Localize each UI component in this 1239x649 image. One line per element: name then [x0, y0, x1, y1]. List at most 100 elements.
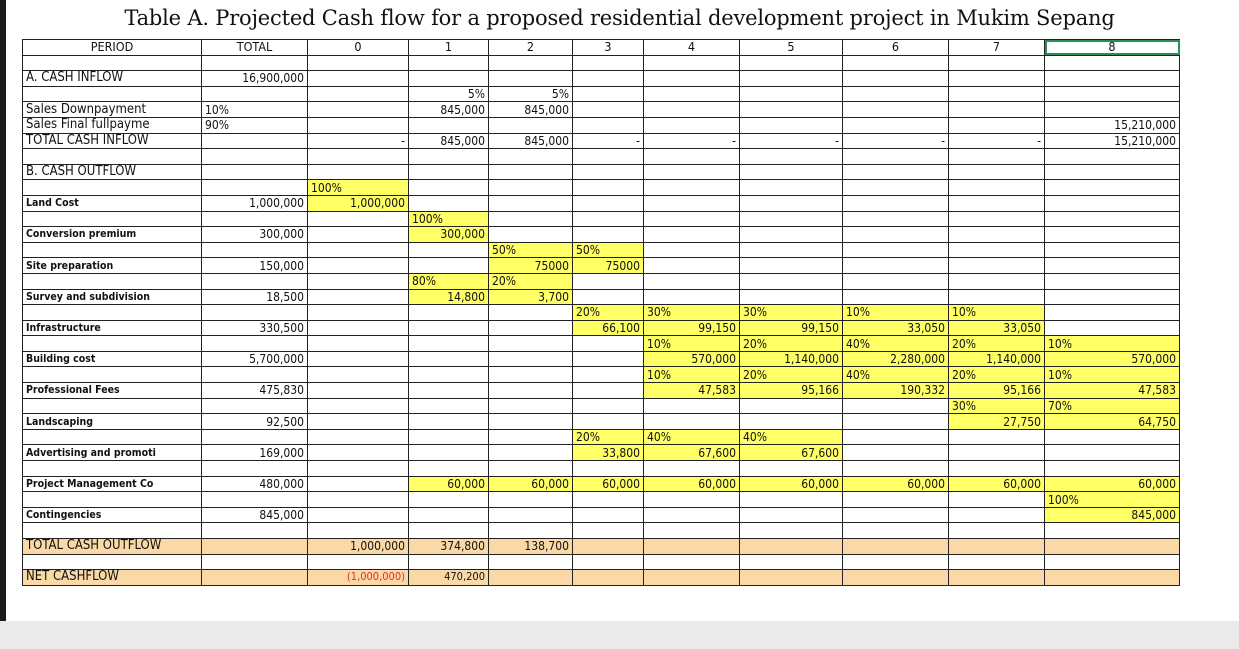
cell-p2[interactable]: [488, 382, 573, 399]
cell-p7[interactable]: 60,000: [948, 475, 1045, 493]
cell-p6[interactable]: [842, 413, 949, 430]
cell-p5[interactable]: 20%: [739, 366, 843, 384]
cell-total[interactable]: 1,000,000: [201, 194, 308, 212]
cell-p5[interactable]: [739, 257, 843, 274]
cell-p6[interactable]: 33,050: [842, 319, 949, 337]
cell-p4[interactable]: -: [643, 132, 740, 150]
cell-total[interactable]: [201, 132, 308, 150]
cell-p5[interactable]: [739, 397, 843, 415]
cell-period[interactable]: Advertising and promoti: [22, 444, 202, 462]
cell-p7[interactable]: [948, 444, 1045, 462]
cell-p1[interactable]: [408, 241, 489, 259]
cell-p5[interactable]: 67,600: [739, 444, 843, 462]
cell-p4[interactable]: 10%: [643, 335, 740, 352]
cell-p0[interactable]: [307, 413, 409, 430]
cell-p2[interactable]: [488, 350, 573, 368]
cell-period[interactable]: [22, 241, 202, 259]
cell-total[interactable]: 10%: [201, 101, 308, 118]
cell-p8[interactable]: 10%: [1044, 335, 1180, 352]
cell-p1[interactable]: 845,000: [408, 132, 489, 150]
cell-p7[interactable]: [948, 241, 1045, 259]
cell-p6[interactable]: [842, 148, 949, 165]
cell-p3[interactable]: [572, 116, 644, 134]
cell-p2[interactable]: 845,000: [488, 101, 573, 118]
cell-period[interactable]: [22, 210, 202, 228]
cell-total[interactable]: [201, 241, 308, 259]
cell-period[interactable]: Sales Downpayment: [22, 101, 202, 118]
cell-p2[interactable]: [488, 163, 573, 181]
cell-p6[interactable]: 190,332: [842, 382, 949, 399]
cell-p5[interactable]: [739, 54, 843, 72]
cell-p4[interactable]: 30%: [643, 304, 740, 321]
cell-p6[interactable]: [842, 241, 949, 259]
cell-p8[interactable]: [1044, 194, 1180, 212]
cell-p8[interactable]: [1044, 54, 1180, 72]
cell-period[interactable]: A. CASH INFLOW: [22, 70, 202, 87]
cell-p0[interactable]: [307, 491, 409, 508]
cell-p5[interactable]: [739, 194, 843, 212]
cell-p2[interactable]: [488, 210, 573, 228]
cell-p8[interactable]: 70%: [1044, 397, 1180, 415]
cell-period[interactable]: [22, 335, 202, 352]
cell-p1[interactable]: 845,000: [408, 101, 489, 118]
cell-p8[interactable]: [1044, 522, 1180, 539]
cell-p3[interactable]: [572, 366, 644, 384]
cell-total[interactable]: [201, 163, 308, 181]
cell-p1[interactable]: [408, 179, 489, 196]
cell-p7[interactable]: [948, 522, 1045, 539]
cell-p1[interactable]: [408, 194, 489, 212]
cell-period[interactable]: NET CASHFLOW: [22, 569, 202, 586]
cell-period[interactable]: [22, 179, 202, 196]
cell-p4[interactable]: [643, 538, 740, 555]
cell-p0[interactable]: [307, 506, 409, 524]
cell-p8[interactable]: [1044, 304, 1180, 321]
cell-period[interactable]: Survey and subdivision: [22, 288, 202, 306]
cell-total[interactable]: 845,000: [201, 506, 308, 524]
cell-p8[interactable]: [1044, 288, 1180, 306]
cell-p6[interactable]: [842, 428, 949, 446]
cell-p1[interactable]: [408, 397, 489, 415]
cell-p0[interactable]: 1,000,000: [307, 194, 409, 212]
cell-p2[interactable]: 845,000: [488, 132, 573, 150]
cell-p3[interactable]: [572, 101, 644, 118]
header-p2[interactable]: 2: [488, 39, 573, 56]
cell-p7[interactable]: 1,140,000: [948, 350, 1045, 368]
cell-period[interactable]: Building cost: [22, 350, 202, 368]
cell-p3[interactable]: 75000: [572, 257, 644, 274]
header-p7[interactable]: 7: [948, 39, 1045, 56]
cell-p5[interactable]: [739, 163, 843, 181]
cell-p3[interactable]: 60,000: [572, 475, 644, 493]
cell-p4[interactable]: [643, 101, 740, 118]
cell-p8[interactable]: [1044, 538, 1180, 555]
cell-p6[interactable]: 60,000: [842, 475, 949, 493]
cell-p7[interactable]: [948, 257, 1045, 274]
cell-p8[interactable]: [1044, 85, 1180, 103]
header-total[interactable]: TOTAL: [201, 39, 308, 56]
cell-p0[interactable]: [307, 101, 409, 118]
cell-p1[interactable]: 60,000: [408, 475, 489, 493]
cell-p4[interactable]: [643, 85, 740, 103]
cell-p4[interactable]: 67,600: [643, 444, 740, 462]
cell-p8[interactable]: 845,000: [1044, 506, 1180, 524]
cell-p1[interactable]: [408, 116, 489, 134]
cell-p5[interactable]: [739, 210, 843, 228]
cell-period[interactable]: [22, 272, 202, 290]
cell-p7[interactable]: 20%: [948, 335, 1045, 352]
cell-p2[interactable]: [488, 304, 573, 321]
cell-p6[interactable]: [842, 272, 949, 290]
cell-p3[interactable]: [572, 491, 644, 508]
cell-p4[interactable]: [643, 413, 740, 430]
cell-p0[interactable]: [307, 382, 409, 399]
cell-p2[interactable]: [488, 319, 573, 337]
cell-period[interactable]: [22, 304, 202, 321]
cell-p6[interactable]: [842, 522, 949, 539]
cell-period[interactable]: [22, 85, 202, 103]
cell-p4[interactable]: [643, 288, 740, 306]
cell-period[interactable]: Land Cost: [22, 194, 202, 212]
cell-p3[interactable]: [572, 272, 644, 290]
cell-total[interactable]: 92,500: [201, 413, 308, 430]
cell-total[interactable]: 169,000: [201, 444, 308, 462]
cell-p0[interactable]: [307, 272, 409, 290]
cell-p5[interactable]: 30%: [739, 304, 843, 321]
cell-p0[interactable]: [307, 241, 409, 259]
